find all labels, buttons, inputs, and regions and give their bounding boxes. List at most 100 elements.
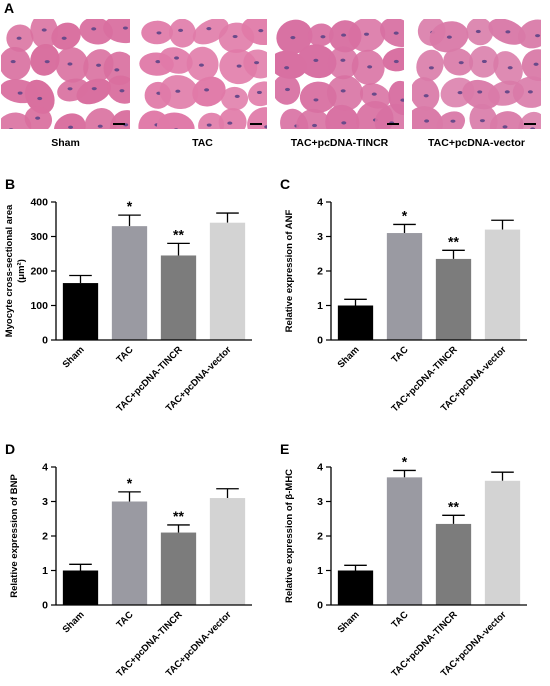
cell-nucleus [10, 59, 16, 64]
cell-nucleus [504, 90, 510, 94]
bar [62, 283, 99, 340]
y-tick-label: 400 [30, 197, 48, 209]
y-tick-label: 2 [317, 531, 323, 543]
cell-nucleus [507, 66, 513, 70]
y-tick-label: 1 [317, 300, 323, 312]
cell-nucleus [8, 128, 14, 129]
chart-panel-c: C 0 1 2 3 4 Relative expression of ANF Sham * TAC… [280, 176, 527, 415]
myocyte-cell [412, 106, 444, 129]
y-tick-label: 200 [30, 266, 48, 278]
cell-nucleus [41, 28, 47, 32]
bar [386, 233, 423, 340]
cell-nucleus [341, 33, 347, 37]
y-tick-label: 3 [317, 496, 323, 508]
myocyte-cell [103, 51, 130, 86]
myocyte-cell [156, 112, 195, 129]
x-tick-label: Sham [61, 344, 87, 370]
cell-nucleus [236, 64, 242, 68]
cell-nucleus [423, 94, 429, 98]
myocyte-cell [103, 19, 130, 44]
significance-marker: * [402, 207, 408, 223]
myocyte-cell [275, 50, 307, 79]
significance-marker: * [402, 453, 408, 469]
bar [111, 226, 148, 340]
y-tick-label: 100 [30, 300, 48, 312]
y-tick-label: 0 [42, 335, 48, 347]
x-tick-label: Sham [336, 344, 362, 370]
myocyte-cell [247, 107, 267, 129]
scale-bar [113, 123, 125, 125]
cell-nucleus [458, 61, 464, 65]
myocyte-cell [1, 112, 32, 129]
cell-nucleus [227, 121, 233, 125]
myocyte-cell [307, 23, 334, 47]
significance-marker: ** [173, 226, 184, 242]
cell-nucleus [340, 58, 346, 62]
y-tick-label: 2 [317, 266, 323, 278]
cell-nucleus [122, 26, 128, 30]
myocyte-cell [243, 49, 267, 79]
bar [435, 258, 472, 340]
significance-marker: ** [448, 233, 459, 249]
panel-letter: B [5, 176, 15, 192]
myocyte-cell [76, 78, 112, 105]
y-axis-label: Myocyte cross-sectional area [4, 204, 15, 337]
y-tick-label: 0 [317, 335, 323, 347]
x-tick-label: Sham [61, 609, 87, 635]
y-tick-label: 3 [317, 231, 323, 243]
cell-nucleus [96, 63, 102, 67]
chart-panel-e: E 0 1 2 3 4 Relative expression of β-MHC Sham * T… [280, 441, 527, 680]
y-tick-label: 2 [42, 531, 48, 543]
cell-nucleus [502, 125, 508, 129]
y-axis-label: (μm²) [16, 259, 27, 283]
myocyte-cell [109, 110, 130, 129]
cell-nucleus [313, 98, 319, 102]
myocyte-cell [374, 103, 404, 129]
cell-nucleus [37, 96, 43, 101]
myocyte-cell [436, 111, 466, 129]
cell-nucleus [446, 35, 452, 39]
y-tick-label: 1 [317, 565, 323, 577]
cell-nucleus [477, 90, 483, 94]
cell-nucleus [393, 31, 399, 35]
myocyte-cell [416, 49, 444, 82]
myocyte-cell [412, 77, 440, 111]
myocyte-cell [220, 86, 249, 111]
cell-nucleus [320, 35, 326, 39]
histology-label-tac-tincr: TAC+pcDNA-TINCR [290, 137, 389, 149]
myocyte-cell [192, 76, 226, 107]
myocyte-cell [247, 81, 267, 107]
cell-nucleus [91, 87, 97, 91]
cell-nucleus [178, 28, 184, 32]
cell-nucleus [61, 36, 67, 40]
cell-nucleus [119, 89, 125, 93]
x-tick-label: TAC [115, 344, 136, 365]
scale-bar [524, 123, 536, 125]
myocyte-cell [24, 79, 55, 114]
cell-nucleus [371, 92, 377, 96]
cell-nucleus [505, 30, 511, 34]
cell-nucleus [204, 88, 210, 92]
cell-nucleus [234, 94, 240, 99]
cell-nucleus [91, 27, 97, 31]
bar [209, 498, 246, 605]
scale-bar [387, 123, 399, 125]
cell-nucleus [530, 127, 536, 129]
x-tick-label: Sham [336, 609, 362, 635]
myocyte-cell [517, 19, 541, 49]
cell-nucleus [17, 91, 23, 95]
cell-nucleus [400, 98, 404, 102]
myocyte-cell [169, 19, 196, 48]
myocyte-cell [462, 79, 500, 110]
cell-nucleus [44, 60, 50, 64]
panel-a-letter: A [4, 0, 15, 16]
cell-nucleus [175, 89, 181, 93]
myocyte-cell [359, 83, 391, 109]
y-tick-label: 3 [42, 496, 48, 508]
x-tick-label: TAC [115, 609, 136, 630]
significance-marker: * [127, 475, 133, 491]
y-tick-label: 4 [317, 197, 323, 209]
histology-label-sham: Sham [51, 137, 80, 149]
bar [484, 480, 521, 605]
cell-nucleus [67, 87, 73, 91]
